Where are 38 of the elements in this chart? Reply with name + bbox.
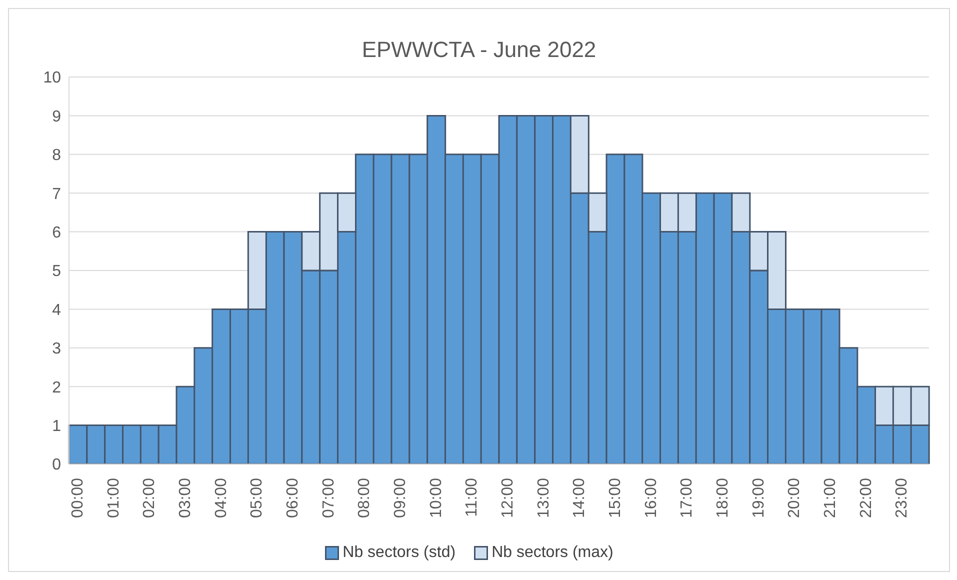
y-tick-label: 8 xyxy=(52,147,62,164)
x-tick-label: 23:00 xyxy=(894,478,911,518)
y-tick-label: 3 xyxy=(52,340,62,358)
x-tick-label: 03:00 xyxy=(176,478,194,518)
x-tick-label: 05:00 xyxy=(248,478,266,518)
x-tick-label: 09:00 xyxy=(392,478,409,518)
x-tick-label: 08:00 xyxy=(356,478,374,518)
x-tick-label: 12:00 xyxy=(499,478,516,518)
y-tick-label: 0 xyxy=(52,456,62,474)
y-tick-label: 1 xyxy=(52,418,62,435)
y-tick-label: 9 xyxy=(52,108,62,126)
x-tick-label: 22:00 xyxy=(858,478,875,518)
x-tick-label: 21:00 xyxy=(822,478,839,518)
x-tick-label: 19:00 xyxy=(750,478,768,518)
x-tick-label: 16:00 xyxy=(642,478,660,518)
x-tick-label: 13:00 xyxy=(535,478,552,518)
x-tick-label: 17:00 xyxy=(678,478,696,518)
y-tick-label: 4 xyxy=(52,302,62,319)
x-tick-label: 02:00 xyxy=(141,478,158,518)
x-tick-label: 20:00 xyxy=(786,478,804,518)
x-tick-label: 11:00 xyxy=(464,478,481,517)
x-tick-label: 00:00 xyxy=(69,478,86,518)
x-tick-label: 15:00 xyxy=(606,478,624,518)
legend-label: Nb sectors (max) xyxy=(492,544,614,562)
x-tick-label: 14:00 xyxy=(571,478,588,518)
x-tick-label: 04:00 xyxy=(212,478,230,518)
x-tick-label: 18:00 xyxy=(714,478,732,518)
x-tick-label: 06:00 xyxy=(284,478,302,518)
y-tick-label: 6 xyxy=(52,224,62,242)
x-tick-label: 07:00 xyxy=(320,478,338,518)
x-tick-label: 01:00 xyxy=(105,478,122,518)
chart-title: EPWWCTA - June 2022 xyxy=(360,37,598,64)
y-tick-label: 2 xyxy=(52,379,62,396)
x-tick-label: 10:00 xyxy=(428,478,445,518)
y-tick-label: 7 xyxy=(52,186,62,203)
y-tick-label: 10 xyxy=(43,70,62,87)
legend-label: Nb sectors (std) xyxy=(342,544,456,562)
y-tick-label: 5 xyxy=(52,263,62,280)
